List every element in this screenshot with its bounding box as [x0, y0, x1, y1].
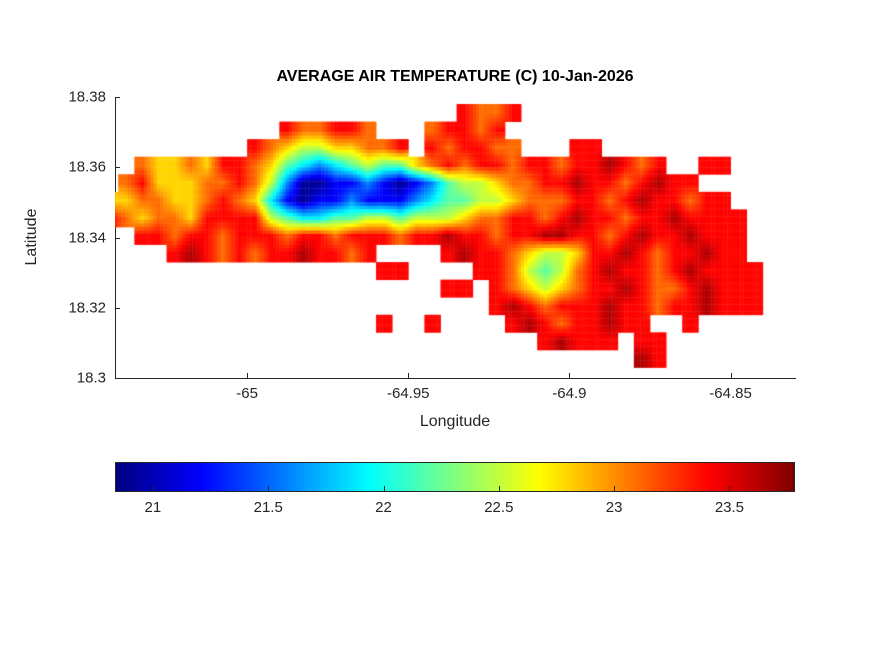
colorbar-tick-label: 22	[375, 499, 392, 516]
y-tick-label: 18.36	[68, 158, 106, 176]
heatmap-canvas	[115, 97, 795, 378]
colorbar-tick-label: 23.5	[714, 499, 745, 516]
colorbar-tick-label: 23	[605, 499, 623, 516]
y-tick-label: 18.38	[68, 88, 106, 106]
y-tick-label: 18.34	[68, 229, 106, 246]
x-tick-label: -64.95	[386, 385, 430, 402]
y-tick-label: 18.32	[68, 299, 106, 317]
plot-title: AVERAGE AIR TEMPERATURE (C) 10-Jan-2026	[276, 68, 634, 85]
x-tick-label: -64.9	[552, 385, 587, 402]
x-tick-label: -64.85	[709, 385, 752, 402]
y-axis-label: Latitude	[23, 208, 40, 266]
y-tick-label: 18.3	[76, 369, 106, 387]
x-axis-line	[115, 378, 796, 379]
x-axis-label: Longitude	[419, 413, 491, 430]
colorbar-tick-label: 21	[144, 499, 162, 516]
x-tick-label: -65	[236, 385, 258, 402]
colorbar-tick-label: 22.5	[484, 499, 514, 516]
plot-area: -65 -64.95 -64.9 -64.85 18.38 18.36 18.34 18.3…	[68, 89, 795, 402]
colorbar-tick-label: 21.5	[253, 499, 283, 516]
colorbar-gradient-canvas	[116, 463, 794, 491]
colorbar: 21 21.5 22 22.5 23 23.5	[115, 462, 795, 516]
